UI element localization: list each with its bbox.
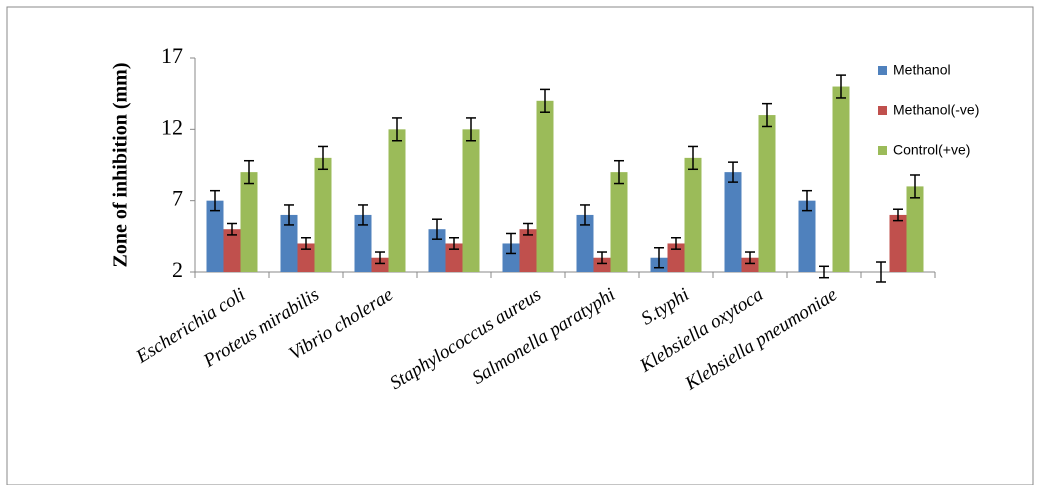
- error-bar: [745, 251, 755, 265]
- error-bar: [210, 189, 220, 212]
- bar: [536, 100, 554, 272]
- x-tick-label: S.typhi: [638, 284, 693, 329]
- bar: [758, 115, 776, 272]
- error-bar: [671, 237, 681, 250]
- error-bar: [375, 251, 385, 265]
- error-bar: [540, 88, 550, 113]
- error-bar: [284, 204, 294, 226]
- bar: [462, 129, 480, 272]
- error-bar: [819, 265, 829, 279]
- bar: [314, 157, 332, 272]
- bar: [610, 172, 628, 272]
- bar: [502, 243, 520, 272]
- bar: [388, 129, 406, 272]
- bar: [741, 257, 759, 272]
- y-axis-title: Zone of inhibition (mm): [110, 62, 132, 267]
- error-bar: [227, 222, 237, 236]
- error-bar: [358, 204, 368, 226]
- bar: [371, 257, 389, 272]
- bar: [832, 86, 850, 273]
- bar: [724, 172, 742, 272]
- bar: [576, 214, 594, 272]
- legend-label: Methanol(-ve): [893, 102, 979, 118]
- y-tick-label: 7: [172, 186, 183, 211]
- bar: [593, 257, 611, 272]
- error-bar: [392, 117, 402, 142]
- bar: [354, 214, 372, 272]
- error-bar: [688, 145, 698, 171]
- bar: [240, 172, 258, 272]
- y-tick-label: 17: [161, 43, 183, 68]
- error-bar: [597, 251, 607, 265]
- error-bar: [580, 204, 590, 226]
- legend-swatch: [878, 146, 887, 155]
- error-bar: [728, 161, 738, 183]
- error-bar: [523, 222, 533, 236]
- error-bar: [910, 174, 920, 199]
- y-tick-label: 12: [161, 114, 183, 139]
- bar: [223, 229, 241, 272]
- legend-label: Control(+ve): [893, 142, 970, 158]
- bar: [445, 243, 463, 272]
- error-bar: [614, 159, 624, 185]
- error-bar: [466, 117, 476, 142]
- error-bar: [836, 74, 846, 99]
- bar: [206, 200, 224, 272]
- error-bar: [876, 261, 886, 283]
- x-tick-label: Klebsiella oxytoca: [636, 284, 767, 377]
- bar: [798, 200, 816, 272]
- bar: [280, 214, 298, 272]
- bar: [906, 186, 924, 272]
- bar: [519, 229, 537, 272]
- error-bar: [893, 208, 903, 222]
- frame: [6, 6, 1034, 485]
- legend-swatch: [878, 66, 887, 75]
- x-tick-label: Salmonella paratyphi: [469, 284, 619, 389]
- bar: [889, 214, 907, 272]
- error-bar: [301, 237, 311, 250]
- y-tick-label: 2: [172, 257, 183, 282]
- bar: [684, 157, 702, 272]
- bar: [667, 243, 685, 272]
- error-bar: [506, 232, 516, 255]
- error-bar: [244, 159, 254, 185]
- error-bar: [654, 246, 664, 269]
- error-bar: [449, 237, 459, 250]
- legend-swatch: [878, 106, 887, 115]
- error-bar: [432, 218, 442, 240]
- legend-label: Methanol: [893, 62, 951, 78]
- error-bar: [318, 145, 328, 171]
- error-bar: [762, 102, 772, 128]
- bar: [297, 243, 315, 272]
- error-bar: [802, 189, 812, 212]
